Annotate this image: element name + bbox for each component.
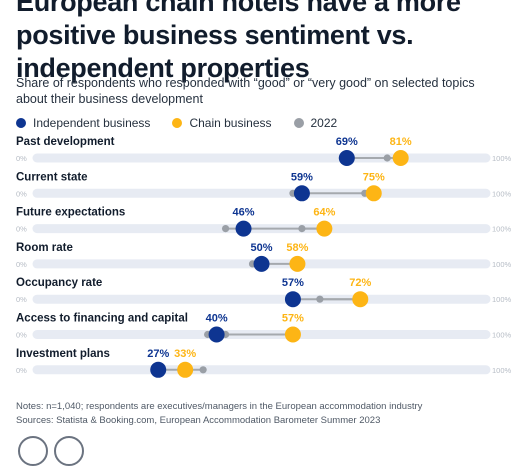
chain-value-label: 72%	[349, 277, 371, 289]
independent-dot	[150, 361, 167, 378]
legend-item-chain: Chain business	[172, 116, 272, 130]
chain-value-label: 64%	[313, 207, 335, 219]
independent-dot	[208, 326, 225, 343]
chart-subtitle: Share of respondents who responded with …	[16, 76, 475, 106]
axis-max-label: 100%	[492, 154, 512, 163]
footer-logos	[16, 432, 530, 466]
independent-value-label: 57%	[282, 277, 304, 289]
axis-max-label: 100%	[492, 260, 512, 269]
legend-label-2022: 2022	[310, 116, 338, 130]
chain-value-label: 58%	[286, 242, 308, 254]
dumbbell-chart: Past development 0% 100% 69% 81% Current stat…	[16, 136, 512, 378]
prev-dot-independent	[221, 225, 230, 233]
chain-dot	[289, 255, 306, 272]
category-label: Future expectations	[16, 207, 125, 219]
axis-max-label: 100%	[492, 366, 512, 375]
independent-value-label: 46%	[233, 207, 255, 219]
legend-swatch-independent	[16, 118, 26, 128]
chain-value-label: 33%	[174, 348, 196, 360]
axis-min-label: 0%	[16, 331, 27, 340]
chain-dot	[392, 150, 409, 166]
independent-value-label: 50%	[250, 242, 272, 254]
license-icon	[18, 436, 48, 466]
category-label: Past development	[16, 136, 115, 148]
axis-min-label: 0%	[16, 154, 27, 163]
legend-swatch-2022	[293, 118, 304, 128]
chain-dot	[177, 361, 194, 378]
axis-min-label: 0%	[16, 295, 27, 304]
chain-dot	[284, 326, 301, 343]
independent-dot	[284, 291, 301, 308]
prev-dot-chain	[383, 154, 391, 162]
axis-min-label: 0%	[16, 189, 27, 198]
legend: Independent business Chain business 2022	[16, 116, 359, 130]
prev-dot-chain	[316, 295, 324, 303]
category-label: Access to financing and capital	[16, 313, 188, 325]
axis-min-label: 0%	[16, 225, 27, 234]
axis-max-label: 100%	[492, 225, 512, 234]
independent-value-label: 40%	[206, 313, 228, 325]
independent-dot	[253, 255, 270, 272]
notes-text: Notes: n=1,040; respondents are executiv…	[16, 401, 423, 412]
notes: Notes: n=1,040; respondents are executiv…	[16, 400, 516, 428]
independent-dot	[338, 150, 355, 166]
chain-dot	[352, 291, 369, 308]
axis-max-label: 100%	[492, 295, 512, 304]
independent-value-label: 69%	[336, 136, 358, 148]
category-label: Investment plans	[16, 348, 110, 360]
independent-dot	[235, 220, 252, 237]
legend-label-chain: Chain business	[189, 116, 272, 130]
independent-value-label: 27%	[147, 348, 169, 360]
independent-dot	[293, 185, 310, 202]
legend-item-2022: 2022	[293, 116, 338, 130]
prev-dot-chain	[298, 225, 306, 233]
sources-text: Sources: Statista & Booking.com, Europea…	[16, 415, 381, 426]
chart-title: European chain hotels have a more positi…	[16, 0, 461, 83]
chain-value-label: 57%	[282, 313, 304, 325]
chain-dot	[316, 220, 333, 237]
prev-dot-chain	[199, 366, 207, 374]
legend-item-independent: Independent business	[16, 116, 150, 130]
attribution-icon	[54, 436, 84, 466]
independent-value-label: 59%	[291, 171, 313, 183]
category-label: Room rate	[16, 242, 73, 254]
chain-value-label: 75%	[363, 171, 385, 183]
axis-min-label: 0%	[16, 366, 27, 375]
chain-dot	[365, 185, 382, 202]
axis-max-label: 100%	[492, 331, 512, 340]
axis-max-label: 100%	[492, 189, 512, 198]
category-label: Current state	[16, 171, 88, 183]
axis-min-label: 0%	[16, 260, 27, 269]
chain-value-label: 81%	[390, 136, 412, 148]
legend-label-independent: Independent business	[33, 116, 151, 130]
category-label: Occupancy rate	[16, 277, 102, 289]
legend-swatch-chain	[172, 118, 183, 128]
